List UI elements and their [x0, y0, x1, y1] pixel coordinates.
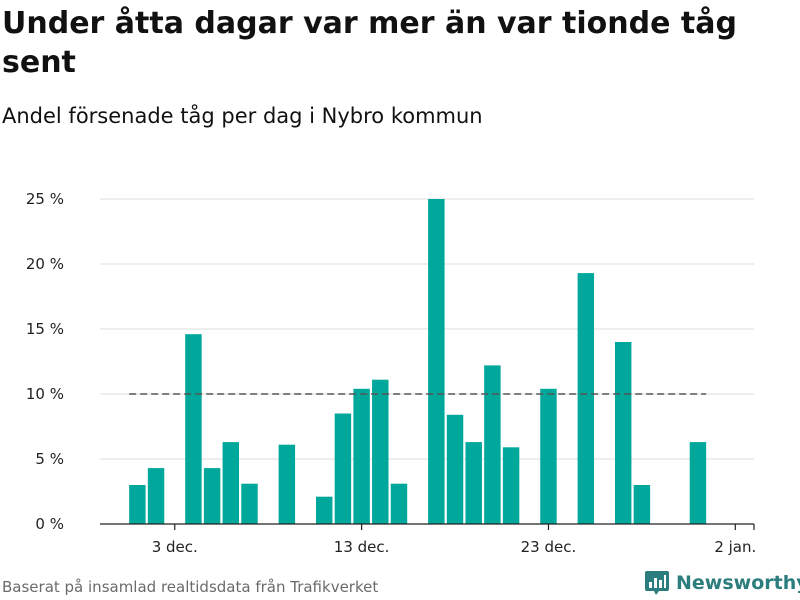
source-note: Baserat på insamlad realtidsdata från Tr…: [2, 578, 379, 596]
x-tick-label: 13 dec.: [334, 538, 390, 556]
y-tick-label: 0 %: [35, 515, 64, 533]
bar: [502, 447, 520, 524]
brand-logo: Newsworthy: [644, 569, 800, 597]
bar: [203, 468, 221, 524]
y-tick-label: 20 %: [26, 255, 64, 273]
bar: [372, 379, 389, 524]
bar: [614, 342, 632, 524]
bar: [334, 413, 352, 524]
bar: [147, 468, 165, 524]
x-tick-label: 3 dec.: [152, 538, 198, 556]
bar: [484, 365, 501, 524]
bar: [353, 388, 370, 524]
bar: [428, 199, 445, 524]
brand-name: Newsworthy: [676, 572, 800, 594]
bar: [129, 485, 146, 524]
y-tick-label: 10 %: [26, 385, 64, 403]
bar: [241, 483, 258, 524]
bar: [446, 414, 464, 524]
bar: [633, 485, 651, 524]
bars: [129, 199, 707, 524]
newsworthy-logo-icon: [645, 571, 669, 595]
bar: [689, 442, 707, 524]
bar: [222, 442, 240, 524]
x-tick-label: 23 dec.: [521, 538, 577, 556]
y-tick-label: 25 %: [26, 190, 64, 208]
y-tick-label: 15 %: [26, 320, 64, 338]
y-tick-labels: 0 % 5 % 10 % 15 % 20 % 25 %: [26, 190, 64, 533]
chart-subtitle: Andel försenade tåg per dag i Nybro komm…: [2, 104, 483, 128]
bar: [185, 334, 202, 524]
chart-title: Under åtta dagar var mer än var tionde t…: [2, 6, 737, 80]
bar: [316, 496, 333, 524]
bar: [390, 483, 408, 524]
y-tick-label: 5 %: [35, 450, 64, 468]
bar: [465, 442, 482, 524]
bar: [278, 444, 296, 524]
bar: [577, 273, 595, 524]
x-ticks: 3 dec. 13 dec. 23 dec. 2 jan.: [152, 524, 756, 556]
x-tick-label: 2 jan.: [714, 538, 756, 556]
bar: [540, 388, 557, 524]
